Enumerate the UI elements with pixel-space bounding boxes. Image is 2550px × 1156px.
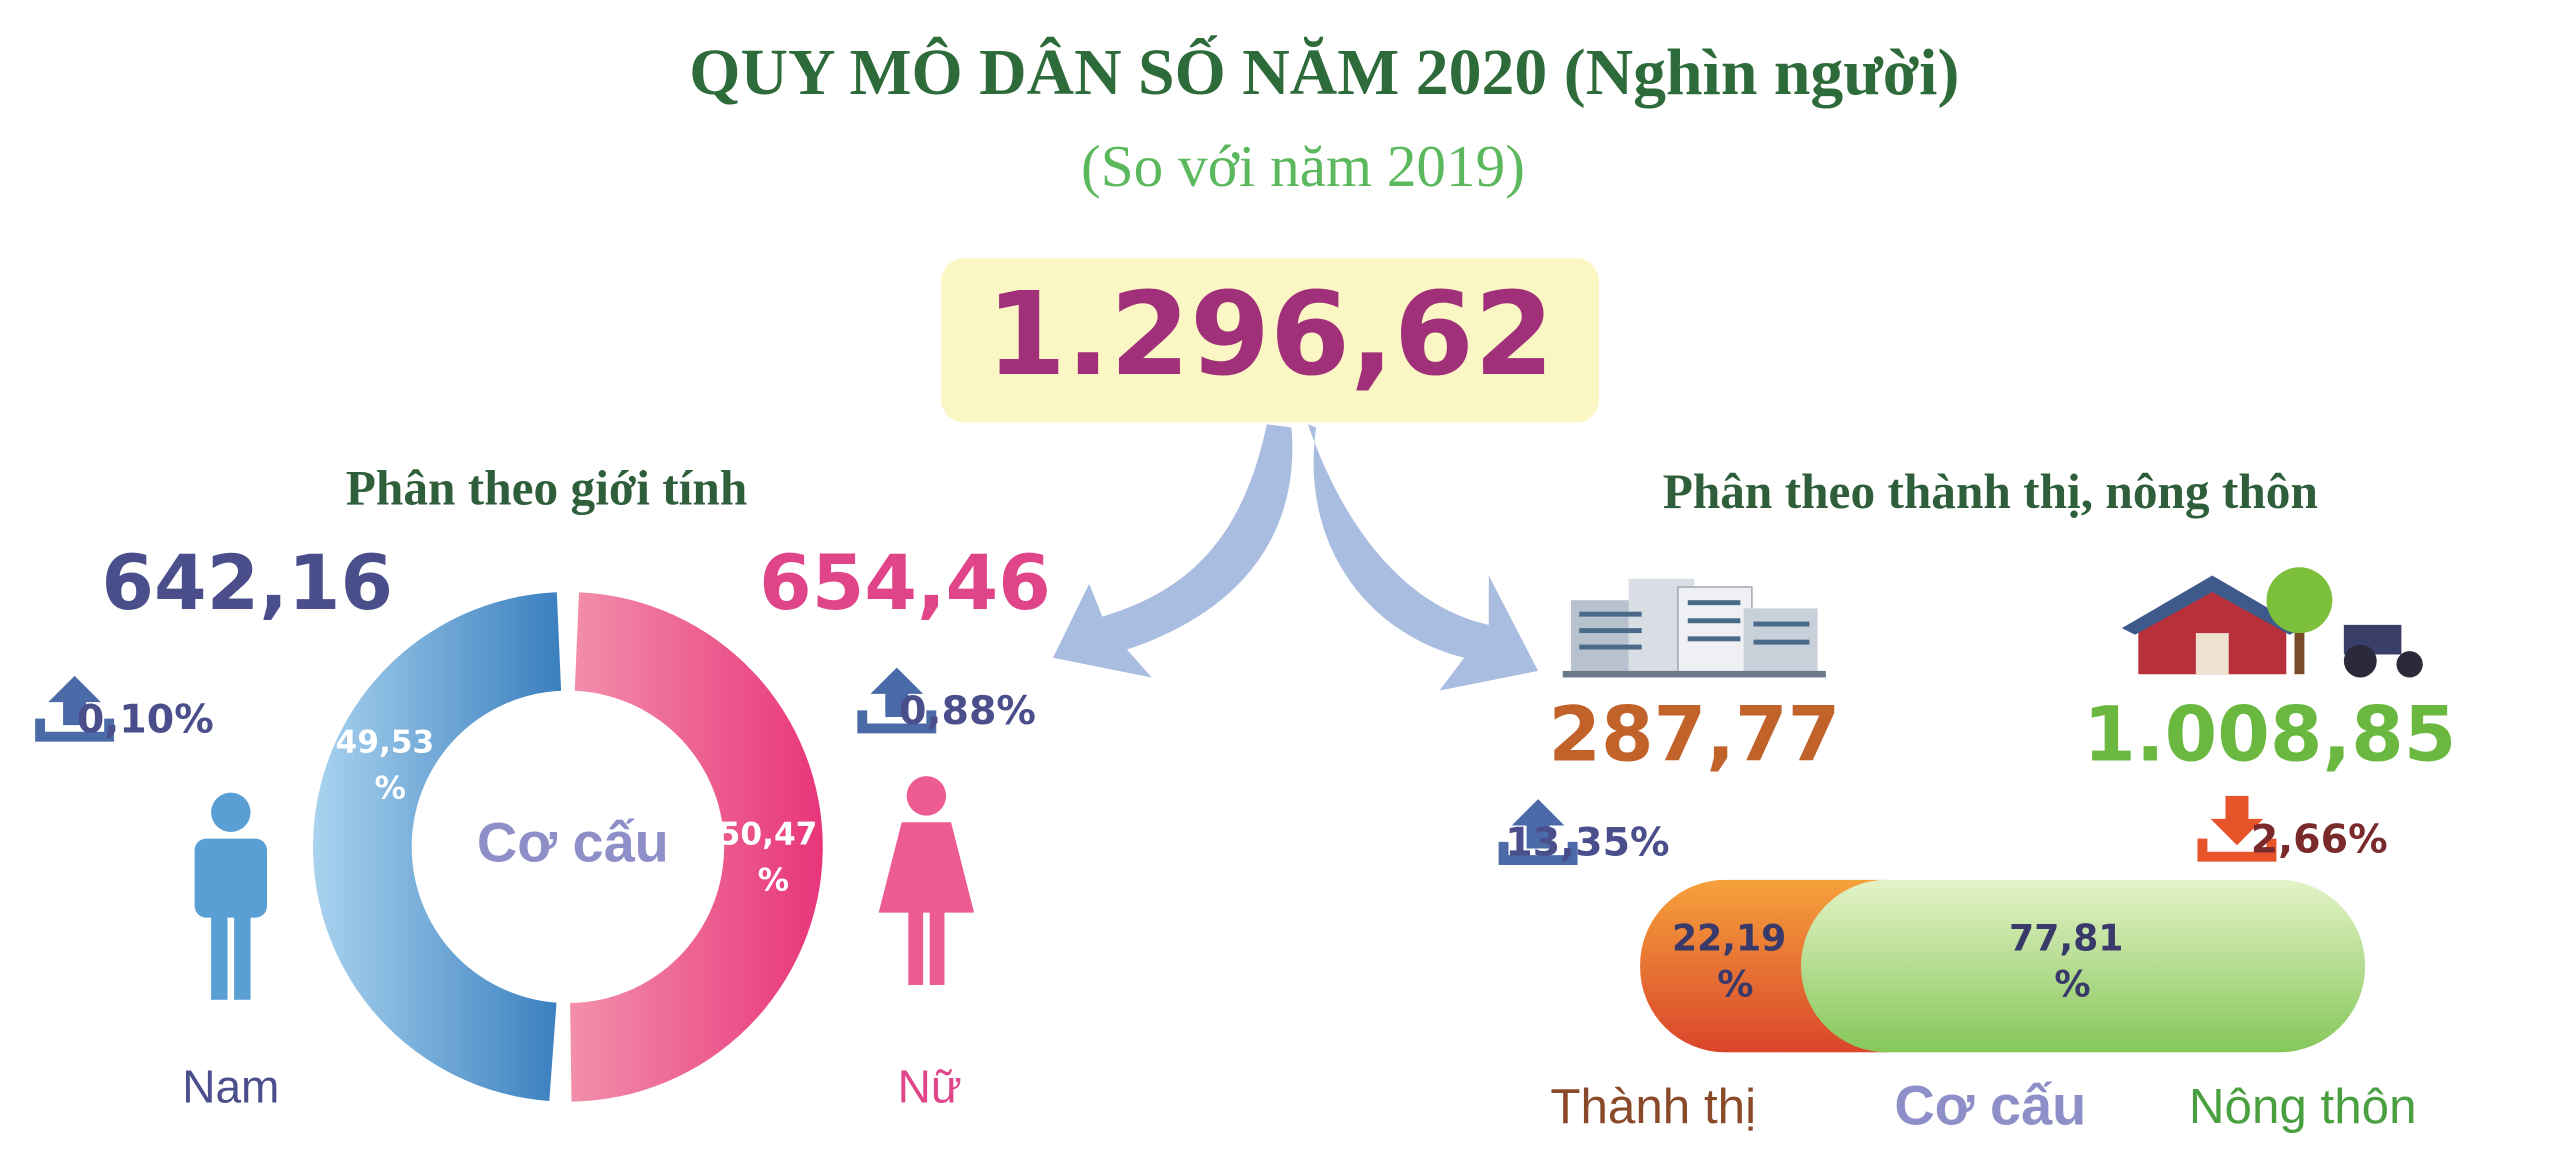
share-label: 77,81 % (2009, 917, 2136, 1006)
population: 654,46 (759, 539, 1051, 627)
group-name: Thành thị (1550, 1079, 1756, 1134)
donut-segment (570, 592, 823, 1102)
male-icon (194, 792, 267, 1000)
population: 1.008,85 (2083, 690, 2456, 778)
change: 2,66% (2251, 816, 2388, 862)
title: QUY MÔ DÂN SỐ NĂM 2020 (Nghìn người) (689, 35, 1959, 109)
icon-arrow (48, 675, 101, 726)
arrow-left (1053, 424, 1293, 678)
icon-tray (857, 710, 937, 734)
population: 642,16 (101, 539, 393, 627)
change-icon (857, 667, 937, 734)
buildings-icon (1562, 578, 1826, 678)
icon-arrow (2210, 795, 2264, 846)
group-name: Nữ (898, 1060, 962, 1112)
icon-arrow (870, 667, 924, 717)
icon-tray (2197, 838, 2277, 862)
change-icon (35, 675, 115, 742)
share-label: 49,53 % (335, 724, 445, 806)
icon-tray (35, 718, 115, 742)
population: 287,77 (1548, 690, 1840, 778)
donut-segment (313, 592, 562, 1102)
arrow-right (1307, 424, 1539, 691)
icon-tray (1498, 841, 1578, 865)
change: 13,35% (1505, 820, 1669, 866)
total-box (941, 258, 1599, 423)
group-name: Nam (182, 1060, 279, 1112)
group-name: Nông thôn (2189, 1079, 2417, 1134)
center-label: Cơ cấu (477, 811, 669, 874)
change-icon (1498, 799, 1578, 865)
change: 0,88% (899, 688, 1036, 734)
gender-title: Phân theo giới tính (346, 461, 747, 516)
icon-arrow (1511, 799, 1565, 849)
change-icon (2197, 795, 2277, 862)
bar-segment (1800, 879, 2366, 1053)
change: 0,10% (77, 696, 214, 742)
subtitle: (So với năm 2019) (1081, 133, 1525, 199)
female-icon (878, 776, 975, 985)
farm-icon (2121, 567, 2423, 678)
share-label: 50,47 % (719, 816, 829, 898)
pill-bar (1640, 879, 2366, 1053)
total-value: 1.296,62 (986, 268, 1554, 402)
share-label: 22,19 % (1672, 917, 1799, 1006)
area-title: Phân theo thành thị, nông thôn (1663, 464, 2318, 519)
center-label: Cơ cấu (1894, 1074, 2086, 1137)
